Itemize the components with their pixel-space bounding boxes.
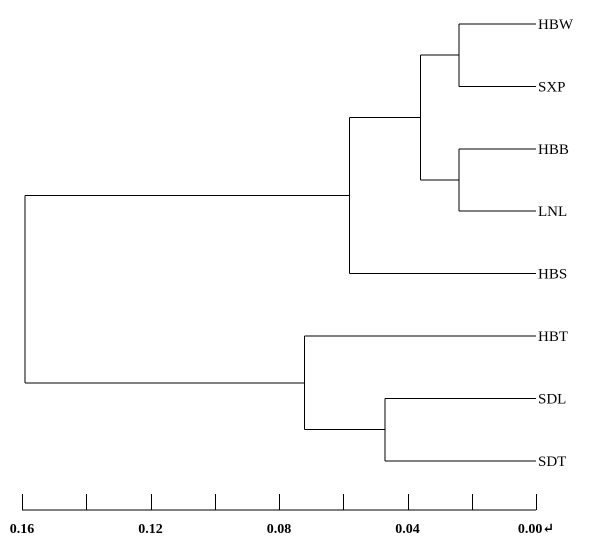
branch-lines — [24, 23, 536, 462]
leaf-label-sxp: SXP — [538, 79, 566, 95]
leaf-label-hbt: HBT — [538, 329, 568, 345]
axis-tick-label: 0.00↵ — [518, 522, 554, 537]
axis-tick-label: 0.12 — [138, 522, 163, 537]
leaf-label-sdl: SDL — [538, 391, 566, 407]
axis-tick-label: 0.16 — [10, 522, 35, 537]
axis-tick-label: 0.04 — [395, 522, 420, 537]
leaf-label-lnl: LNL — [538, 204, 567, 220]
axis-tick-label: 0.08 — [267, 522, 292, 537]
leaf-label-hbs: HBS — [538, 267, 567, 283]
leaf-label-hbb: HBB — [538, 142, 569, 158]
distance-axis: 0.16 0.12 0.08 0.04 0.00↵ — [10, 494, 554, 537]
leaf-label-hbw: HBW — [538, 17, 574, 33]
leaf-label-sdt: SDT — [538, 454, 566, 470]
axis-ticks — [22, 494, 537, 510]
axis-tick-labels: 0.16 0.12 0.08 0.04 0.00↵ — [10, 522, 554, 537]
leaf-labels: HBW SXP HBB LNL HBS HBT SDL SDT — [538, 17, 574, 470]
